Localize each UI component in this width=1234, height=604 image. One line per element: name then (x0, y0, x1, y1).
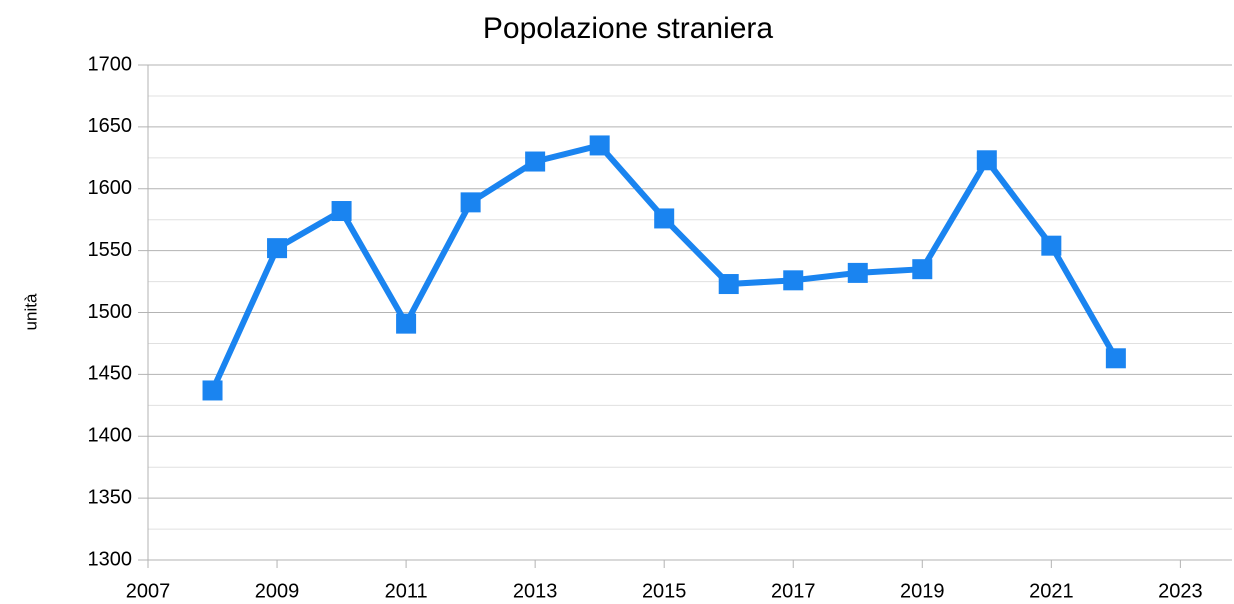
x-tick-label: 2013 (513, 580, 558, 602)
marker (718, 274, 739, 295)
marker (1041, 235, 1062, 256)
marker (976, 150, 997, 171)
x-tick-label: 2011 (385, 580, 428, 602)
marker (783, 270, 804, 291)
x-tick-label: 2023 (1158, 580, 1203, 602)
marker (331, 201, 352, 222)
y-tick-label: 1650 (88, 115, 133, 137)
marker (847, 262, 868, 283)
marker (396, 313, 417, 334)
y-tick-label: 1400 (88, 425, 133, 447)
y-tick-label: 1350 (88, 486, 133, 508)
y-tick-label: 1700 (88, 53, 133, 75)
y-tick-label: 1450 (88, 363, 133, 385)
y-tick-label: 1500 (88, 301, 133, 323)
x-tick-label: 2015 (642, 580, 687, 602)
x-tick-label: 2019 (900, 580, 945, 602)
series-line (209, 142, 1119, 392)
y-tick-label: 1600 (88, 177, 133, 199)
marker (525, 151, 546, 172)
x-tick-label: 2009 (255, 580, 300, 602)
x-tick-label: 2021 (1029, 580, 1074, 602)
marker (912, 259, 933, 280)
y-axis-label: unità (21, 293, 40, 330)
y-tick-label: 1550 (88, 239, 133, 261)
marker (267, 238, 288, 259)
marker (1105, 348, 1126, 369)
marker (654, 208, 675, 229)
x-tick-label: 2007 (126, 580, 171, 602)
y-tick-label: 1300 (88, 548, 133, 570)
chart-title: Popolazione straniera (483, 12, 774, 45)
marker (460, 192, 481, 213)
x-tick-label: 2017 (771, 580, 816, 602)
marker (202, 380, 223, 401)
marker (589, 135, 610, 156)
